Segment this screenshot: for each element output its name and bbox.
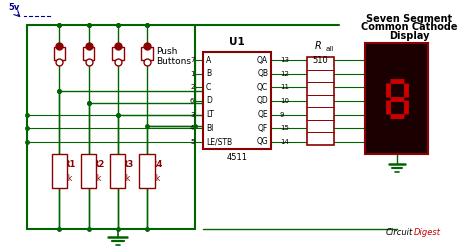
Text: Seven Segment: Seven Segment [366,14,452,24]
Bar [112,47,124,60]
Text: all: all [326,46,334,52]
Bar [54,47,65,60]
Text: BI: BI [206,124,213,133]
Text: 2: 2 [190,84,194,90]
Text: 15: 15 [280,125,289,131]
Text: 5: 5 [190,139,194,145]
Text: 1k: 1k [151,174,160,183]
Text: 11: 11 [280,84,289,90]
Text: R1: R1 [64,160,76,169]
Text: 13: 13 [280,57,289,63]
Text: 1k: 1k [92,174,102,183]
Text: 5v: 5v [8,2,19,12]
Text: Push
Buttons: Push Buttons [156,47,191,66]
Text: U1: U1 [229,36,245,47]
Text: 10: 10 [280,98,289,104]
Text: R4: R4 [151,160,163,169]
Text: QB: QB [257,69,268,78]
Bar [139,154,155,188]
Text: 4: 4 [190,125,194,131]
Bar [141,47,153,60]
Text: A: A [206,56,211,65]
Text: QC: QC [257,83,268,92]
Text: R2: R2 [92,160,105,169]
Bar [203,52,271,150]
Text: 510: 510 [313,56,328,65]
Bar [307,57,334,145]
Text: Digest: Digest [414,228,441,237]
Text: 1k: 1k [122,174,131,183]
Text: 12: 12 [280,71,289,77]
Bar [81,154,96,188]
Text: Circuit: Circuit [386,228,413,237]
Text: QE: QE [257,110,268,119]
Text: R3: R3 [122,160,134,169]
Text: 6: 6 [190,98,194,104]
Text: Common Cathode: Common Cathode [361,22,457,32]
Text: QD: QD [256,96,268,105]
Text: LT: LT [206,110,214,119]
Text: QA: QA [257,56,268,65]
Text: 1k: 1k [64,174,73,183]
Text: 14: 14 [280,139,289,145]
Text: 3: 3 [190,112,194,118]
Text: B: B [206,69,211,78]
Text: QF: QF [258,124,268,133]
Text: R: R [314,41,321,51]
Text: 4511: 4511 [227,153,247,162]
Text: 1: 1 [190,71,194,77]
Text: QG: QG [256,137,268,146]
Bar [52,154,67,188]
Bar [365,43,428,154]
Text: 7: 7 [190,57,194,63]
Text: Display: Display [389,31,429,41]
Bar [110,154,126,188]
Bar [83,47,94,60]
Text: D: D [206,96,212,105]
Text: C: C [206,83,211,92]
Text: LE/STB: LE/STB [206,137,232,146]
Text: 9: 9 [280,112,284,118]
